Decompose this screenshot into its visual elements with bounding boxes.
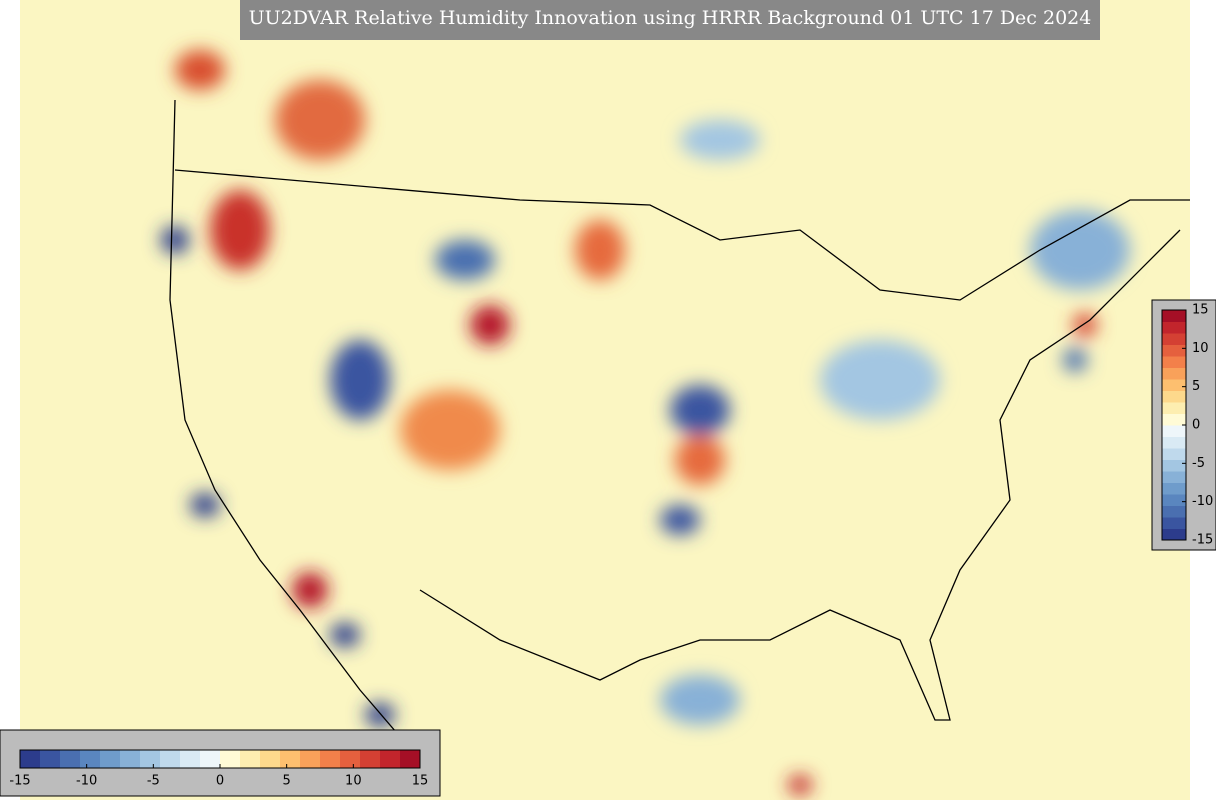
colorbar-segment xyxy=(400,750,421,768)
colorbar-segment xyxy=(80,750,101,768)
colorbar-segment xyxy=(1162,425,1186,437)
colorbar-tick-label: 10 xyxy=(1192,341,1209,356)
colorbar-segment xyxy=(1162,402,1186,414)
colorbar-segment xyxy=(1162,356,1186,368)
colorbar-segment xyxy=(1162,436,1186,449)
coastline xyxy=(169,99,1190,761)
colorbar-segment xyxy=(220,750,241,768)
map-title: UU2DVAR Relative Humidity Innovation usi… xyxy=(249,7,1092,29)
colorbar-segment xyxy=(1162,333,1186,345)
colorbar-segment xyxy=(200,750,221,768)
colorbar-tick-label: 5 xyxy=(283,774,291,789)
colorbar-segment xyxy=(120,750,141,768)
colorbar-tick-label: -5 xyxy=(147,774,160,789)
colorbar-segment xyxy=(20,750,41,768)
colorbar-segment xyxy=(1162,471,1186,483)
colorbar-tick-label: -5 xyxy=(1192,456,1205,471)
title-box xyxy=(240,0,1100,40)
colorbar-tick-label: 15 xyxy=(412,774,429,789)
colorbar-segment xyxy=(40,750,61,768)
colorbar-segment xyxy=(360,750,381,768)
map-background xyxy=(20,0,1190,800)
colorbar-tick-label: 5 xyxy=(1192,379,1200,394)
colorbar-tick-label: -10 xyxy=(76,774,97,789)
colorbar-segment xyxy=(1162,344,1186,357)
colorbar-tick-label: 15 xyxy=(1192,303,1209,318)
colorbar-segment xyxy=(240,750,261,768)
colorbar-segment xyxy=(280,750,301,768)
colorbar-segment xyxy=(1162,390,1186,403)
colorbar-tick-label: 10 xyxy=(345,774,362,789)
colorbar-segment xyxy=(300,750,321,768)
colorbar-segment xyxy=(100,750,121,768)
colorbar-segment xyxy=(1162,310,1186,322)
colorbar-segment xyxy=(1162,459,1186,472)
colorbar-segment xyxy=(1162,367,1186,380)
colorbar-segment xyxy=(340,750,361,768)
colorbar-segment xyxy=(1162,448,1186,460)
colorbar-tick-label: 0 xyxy=(1192,418,1200,433)
colorbar-tick-label: -15 xyxy=(9,774,30,789)
colorbar-segment xyxy=(1162,379,1186,391)
colorbar-segment xyxy=(1162,528,1186,541)
colorbar-segment xyxy=(380,750,401,768)
colorbar-tick-label: 0 xyxy=(216,774,224,789)
colorbar-tick-label: -15 xyxy=(1192,533,1213,548)
colorbar-segment xyxy=(320,750,341,768)
colorbar-segment xyxy=(1162,494,1186,506)
colorbar-segment xyxy=(180,750,201,768)
colorbar-segment xyxy=(260,750,281,768)
colorbar-segment xyxy=(1162,413,1186,426)
colorbar-segment xyxy=(1162,505,1186,518)
colorbar-tick-label: -10 xyxy=(1192,494,1213,509)
colorbar-segment xyxy=(140,750,161,768)
colorbar-segment xyxy=(1162,321,1186,334)
colorbar-segment xyxy=(1162,517,1186,529)
colorbar-segment xyxy=(60,750,81,768)
humidity-field xyxy=(161,50,1130,795)
colorbar-segment xyxy=(1162,482,1186,495)
colorbar-segment xyxy=(160,750,181,768)
